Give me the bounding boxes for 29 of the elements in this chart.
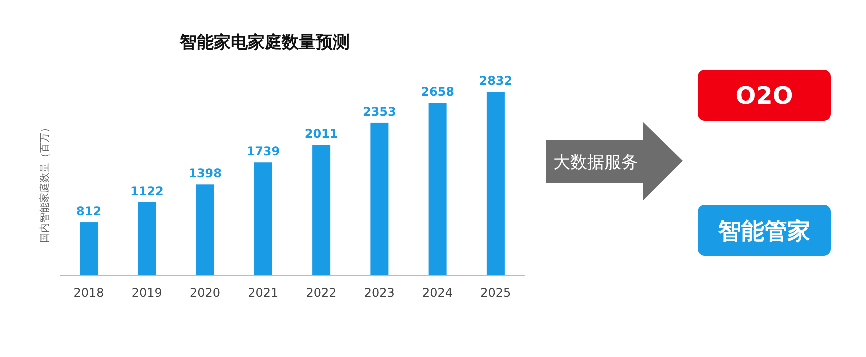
- bar: [370, 122, 389, 275]
- data-label: 1398: [188, 166, 222, 181]
- bar: [138, 202, 156, 275]
- text: O2O: [736, 82, 794, 110]
- x-tick-label: 2021: [248, 286, 279, 300]
- x-tick-label: 2018: [74, 286, 104, 300]
- text: 大数据服务: [554, 153, 638, 173]
- data-label: 2832: [479, 74, 513, 88]
- data-label: 2011: [304, 127, 338, 142]
- x-tick-label: 2019: [132, 286, 162, 300]
- data-label: 812: [76, 204, 102, 219]
- bar: [196, 184, 214, 275]
- bar: [486, 92, 505, 275]
- chart-title: 智能家电家庭数量预测: [179, 33, 350, 53]
- x-tick-label: 2022: [306, 286, 337, 300]
- data-label: 2353: [362, 104, 396, 119]
- x-tick-label: 2025: [480, 286, 512, 300]
- x-tick-label: 2023: [364, 286, 395, 300]
- text: 智能管家: [718, 218, 810, 245]
- x-tick-label: 2024: [422, 286, 454, 300]
- y-axis-title: 国内智能家庭数量（百万）: [39, 123, 51, 243]
- data-label: 1122: [130, 184, 164, 198]
- data-label: 1739: [246, 144, 280, 159]
- bar: [254, 162, 272, 275]
- bar: [312, 145, 331, 275]
- data-label: 2658: [421, 85, 455, 100]
- x-tick-label: 2020: [190, 286, 221, 300]
- bar: [428, 103, 447, 275]
- bar: [80, 222, 98, 275]
